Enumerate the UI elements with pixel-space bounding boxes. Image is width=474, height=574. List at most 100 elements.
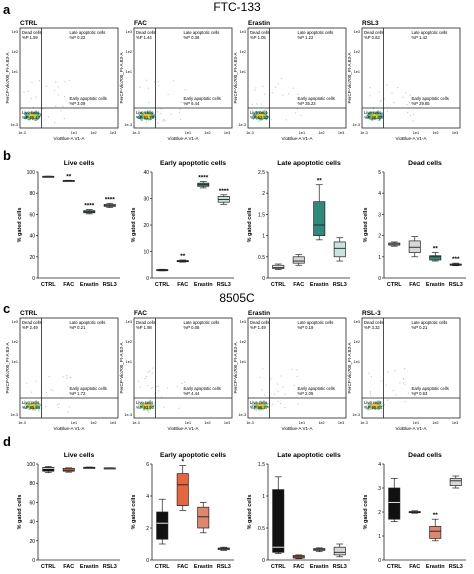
y-tick-label: 2 [262,191,265,197]
facs-dot [158,390,160,392]
facs-dot [379,113,382,115]
facs-dot [252,118,254,120]
facs-dot [369,391,372,393]
facs-dot [138,113,140,115]
facs-title: RSL3 [362,20,379,27]
facs-xtick: 1e1 [71,421,77,425]
facs-dot [38,405,40,407]
quadrant-value-late: %P 0.19 [298,325,314,330]
y-tick-label: 3 [378,212,381,218]
facs-dot [62,376,64,378]
facs-dot [138,380,140,382]
facs-dot [36,113,38,116]
facs-dot [140,114,142,117]
facs-dot [369,114,372,117]
box-erastin [197,506,210,529]
facs-xlabel: VioBlue-A V1-A [168,426,199,431]
facs-dot [179,108,181,110]
boxplot-title: Early apoptotic cells [160,160,226,167]
facs-dot [58,94,60,96]
y-tick-label: 4 [146,494,149,500]
boxplot-b-2: Early apoptotic cells 0 10 20 30 40 % gated ce… [131,160,234,288]
facs-dot [380,116,383,118]
boxplot-title: Early apoptotic cells [160,452,226,459]
boxplot-title: Dead cells [408,160,442,167]
facs-xtick: 1e2 [318,421,324,425]
y-tick-label: 2.5 [258,170,265,176]
box-fac [176,473,189,506]
y-tick-label: 6 [146,462,149,468]
box-rsl3 [333,241,346,258]
facs-dot [141,117,144,120]
facs-ytick: 1e-3 [10,413,18,417]
facs-xtick: 1e2 [204,131,210,135]
facs-title: RSL-3 [362,310,381,317]
facs-dot [24,114,27,117]
y-tick-label: 0.5 [258,526,265,532]
facs-dot [34,114,36,117]
facs-dot [52,390,54,392]
facs-dot [145,114,148,116]
facs-xtick: 1e3 [338,131,344,135]
facs-dot [275,86,277,88]
facs-dot [39,404,42,407]
facs-dot [148,113,151,116]
facs-dot [27,112,29,114]
facs-dot [33,407,36,410]
facs-dot [266,116,269,118]
quadrant-label-late: Late apoptotic cells [298,30,334,35]
x-tick-label: RSL3 [217,564,231,570]
facs-ytick: 1e2 [12,50,18,54]
facs-title: CTRL [20,20,37,27]
facs-ytick: 1e3 [12,320,18,324]
quadrant-value-live: %P 68.30 [364,115,383,120]
x-tick-label: RSL3 [449,282,463,288]
facs-dot [379,115,382,118]
significance-stars: * [181,459,184,466]
facs-dot [282,386,284,388]
facs-dot [293,384,295,386]
facs-dot [379,380,382,382]
x-tick-label: FAC [293,282,304,288]
quadrant-label-dead: Dead cells [364,30,384,35]
facs-dot [29,111,32,114]
facs-dot [54,122,56,124]
facs-dot [257,113,259,115]
panel-letter-b: b [3,148,11,163]
facs-dot [254,89,256,91]
facs-dot [145,376,147,378]
quadrant-label-live: Live cells [364,110,381,115]
facs-dot [152,367,154,369]
facs-dot [148,116,150,119]
facs-dot [291,368,293,370]
facs-dot [380,99,382,101]
boxplot-b-1: Live cells 0 20 40 60 80 100 % gated cells CTRL *… [17,160,120,288]
facs-dot [381,112,383,114]
facs-xtick: 1e2 [90,131,96,135]
facs-dot [282,94,284,96]
quadrant-value-early: %P 0.63 [412,391,428,396]
facs-dot [387,399,389,401]
significance-stars: **** [84,203,95,210]
facs-dot [48,376,50,378]
facs-dot [38,402,41,405]
facs-dot [48,116,50,118]
facs-dot [381,113,384,115]
facs-dot [264,109,266,111]
y-tick-label: 100 [27,462,36,468]
facs-dot [274,393,276,395]
facs-dot [300,114,302,116]
facs-ytick: 1e2 [240,340,246,344]
facs-dot [376,115,378,117]
facs-dot [64,96,66,98]
facs-dot-cloud [366,84,415,122]
facs-ytick: 1e1 [354,360,360,364]
facs-xtick: 1e3 [110,421,116,425]
facs-ytick: 1e-3 [352,413,360,417]
y-axis-label: % gated cells [17,495,23,530]
facs-dot [370,112,373,115]
